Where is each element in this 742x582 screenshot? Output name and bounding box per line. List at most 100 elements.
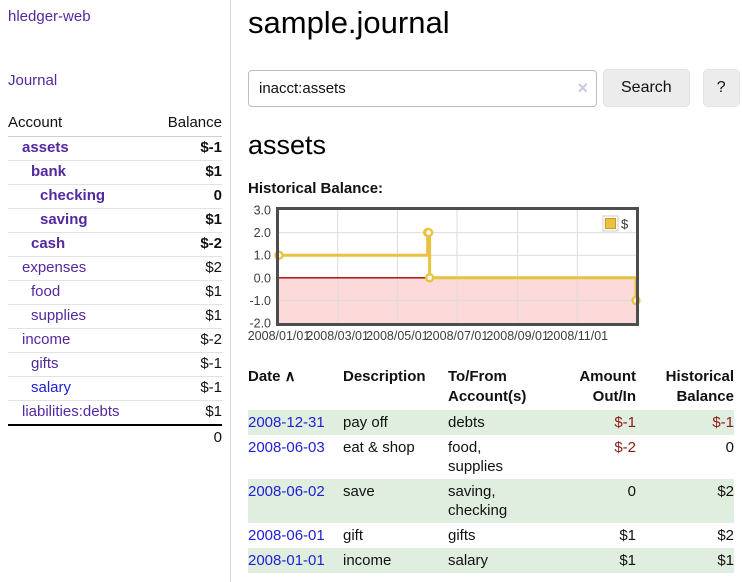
search-input[interactable] xyxy=(248,69,597,107)
search-button[interactable]: Search xyxy=(603,69,690,107)
transaction-date-link[interactable]: 2008-06-02 xyxy=(248,479,343,523)
account-link[interactable]: checking xyxy=(40,187,106,204)
account-row: salary $-1 xyxy=(8,376,222,401)
register-row: 2008-01-01 income salary $1 $1 xyxy=(248,548,734,573)
svg-text:3.0: 3.0 xyxy=(254,204,271,218)
svg-text:$: $ xyxy=(621,217,629,232)
account-row: supplies $1 xyxy=(8,304,222,329)
register-row: 2008-06-02 save saving, checking 0 $2 xyxy=(248,479,734,523)
transaction-date-link[interactable]: 2008-06-03 xyxy=(248,435,343,479)
accounts-header-balance: Balance xyxy=(152,111,222,137)
account-heading: assets xyxy=(248,130,327,160)
transaction-balance: $1 xyxy=(717,552,734,569)
account-balance: $2 xyxy=(152,256,222,281)
transaction-amount: $-2 xyxy=(614,439,636,456)
account-link[interactable]: cash xyxy=(31,235,66,252)
transaction-date-link[interactable]: 2008-01-01 xyxy=(248,552,325,569)
sidebar: hledger-web Journal Account Balance asse… xyxy=(0,0,231,582)
transaction-description: eat & shop xyxy=(343,439,415,456)
account-row: gifts $-1 xyxy=(8,352,222,377)
svg-text:2008/01/01: 2008/01/01 xyxy=(248,329,311,343)
account-row: checking 0 xyxy=(8,184,222,209)
account-link[interactable]: assets xyxy=(22,139,69,156)
account-link[interactable]: liabilities:debts xyxy=(22,403,120,420)
svg-text:1.0: 1.0 xyxy=(254,249,271,263)
svg-text:-2.0: -2.0 xyxy=(249,317,271,331)
historical-balance-chart: 3.0 2.0 1.0 0.0 -1.0 -2.02008/01/012008/03/01… xyxy=(248,204,641,343)
account-balance: $-1 xyxy=(152,352,222,377)
account-balance: $-1 xyxy=(152,376,222,401)
transaction-amount: 0 xyxy=(627,483,636,500)
account-row: liabilities:debts $1 xyxy=(8,400,222,425)
svg-text:2.0: 2.0 xyxy=(254,226,271,240)
transaction-amount: $-1 xyxy=(614,414,636,431)
main-content: sample.journal × Search ? assets Histori… xyxy=(232,0,742,582)
help-button[interactable]: ? xyxy=(702,69,740,107)
account-link[interactable]: saving xyxy=(40,211,88,228)
svg-text:0.0: 0.0 xyxy=(254,271,271,285)
transaction-balance: $2 xyxy=(717,483,734,500)
account-row: food $1 xyxy=(8,280,222,305)
transaction-accounts: salary xyxy=(448,552,489,569)
transaction-accounts: food, supplies xyxy=(448,439,504,475)
account-row: assets $-1 xyxy=(8,137,222,161)
account-balance: $1 xyxy=(152,280,222,305)
account-row: income $-2 xyxy=(8,328,222,353)
register-header-amount: Amount Out/In xyxy=(579,368,636,405)
transaction-accounts: saving, checking xyxy=(448,483,508,519)
transaction-amount: $1 xyxy=(619,552,636,569)
account-link[interactable]: food xyxy=(31,283,61,300)
transaction-amount: $1 xyxy=(619,527,636,544)
account-link[interactable]: salary xyxy=(31,379,72,396)
account-link[interactable]: expenses xyxy=(22,259,87,276)
transaction-description: pay off xyxy=(343,414,388,431)
account-balance: $1 xyxy=(152,208,222,233)
transaction-description: gift xyxy=(343,527,364,544)
transaction-balance: $-1 xyxy=(712,414,734,431)
account-balance: $-2 xyxy=(152,328,222,353)
transaction-date-link[interactable]: 2008-06-03 xyxy=(248,439,325,456)
register-row: 2008-06-03 eat & shop food, supplies $-2 0 xyxy=(248,435,734,479)
transaction-accounts: debts xyxy=(448,414,485,431)
account-row: saving $1 xyxy=(8,208,222,233)
transaction-balance: $2 xyxy=(717,527,734,544)
account-balance: $-1 xyxy=(200,139,222,156)
account-balance: $1 xyxy=(152,160,222,185)
app-title-link[interactable]: hledger-web xyxy=(8,8,91,25)
account-link[interactable]: income xyxy=(22,331,71,348)
account-row: cash $-2 xyxy=(8,232,222,257)
transaction-description: income xyxy=(343,552,392,569)
register-table: Date ∧ Description To/From Account(s) Amoun… xyxy=(248,363,734,573)
account-link[interactable]: bank xyxy=(31,163,67,180)
register-row: 2008-12-31 pay off debts $-1 $-1 xyxy=(248,410,734,435)
accounts-table: Account Balance assets $-1 bank $1 checking 0… xyxy=(8,111,222,450)
journal-link[interactable]: Journal xyxy=(8,72,58,89)
register-header-description: Description xyxy=(343,368,426,385)
page-title: sample.journal xyxy=(248,5,450,40)
accounts-header-account: Account xyxy=(8,111,152,137)
sort-asc-icon: ∧ xyxy=(280,368,296,385)
transaction-date-link[interactable]: 2008-12-31 xyxy=(248,414,325,431)
transaction-date-link[interactable]: 2008-01-01 xyxy=(248,548,343,573)
transaction-date-link[interactable]: 2008-06-01 xyxy=(248,527,325,544)
transaction-accounts: gifts xyxy=(448,527,476,544)
svg-text:2008/05/01: 2008/05/01 xyxy=(366,329,429,343)
svg-text:2008/09/01: 2008/09/01 xyxy=(486,329,549,343)
transaction-date-link[interactable]: 2008-06-02 xyxy=(248,483,325,500)
clear-search-icon[interactable]: × xyxy=(577,77,588,98)
svg-text:2008/03/01: 2008/03/01 xyxy=(306,329,369,343)
transaction-date-link[interactable]: 2008-12-31 xyxy=(248,410,343,435)
chart-label: Historical Balance: xyxy=(248,180,384,197)
transaction-date-link[interactable]: 2008-06-01 xyxy=(248,523,343,548)
account-link[interactable]: supplies xyxy=(31,307,87,324)
account-balance: $1 xyxy=(152,400,222,425)
account-balance: $1 xyxy=(152,304,222,329)
svg-text:2008/11/01: 2008/11/01 xyxy=(546,329,608,343)
register-header-balance: Historical Balance xyxy=(665,368,734,405)
account-balance: 0 xyxy=(152,184,222,209)
register-header-date[interactable]: Date ∧ xyxy=(248,368,296,385)
account-link[interactable]: gifts xyxy=(31,355,59,372)
accounts-total-row: 0 xyxy=(8,424,222,450)
account-row: expenses $2 xyxy=(8,256,222,281)
register-header-accounts: To/From Account(s) xyxy=(448,368,527,405)
